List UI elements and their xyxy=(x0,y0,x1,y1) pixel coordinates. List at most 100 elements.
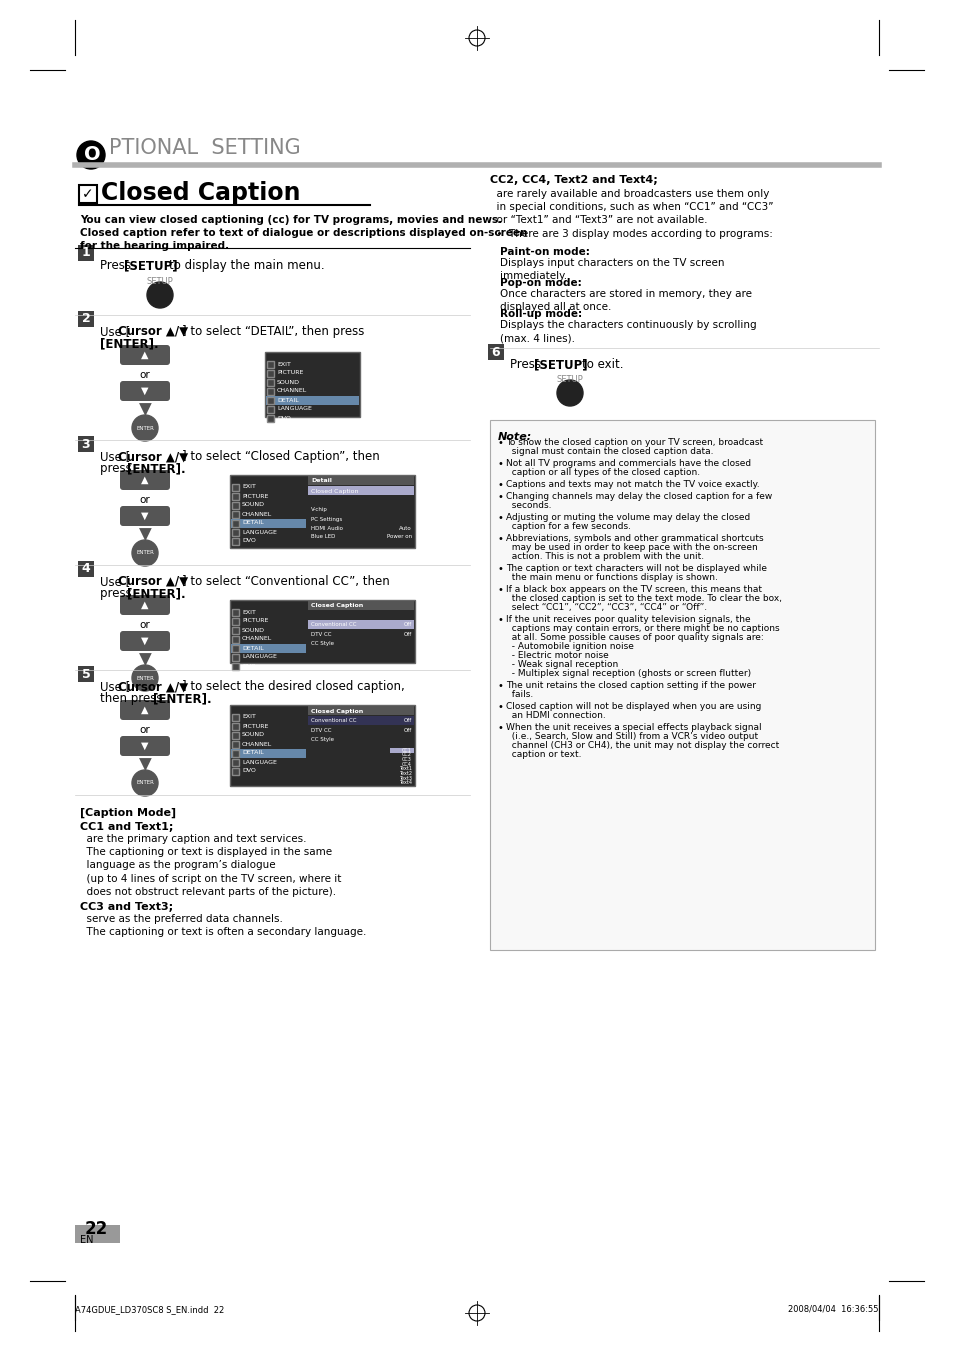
Text: Conventional CC: Conventional CC xyxy=(311,719,356,724)
Text: ] to select “Conventional CC”, then: ] to select “Conventional CC”, then xyxy=(182,576,390,588)
Text: an HDMI connection.: an HDMI connection. xyxy=(505,711,605,720)
Text: PC Settings: PC Settings xyxy=(311,516,342,521)
Text: Power on: Power on xyxy=(387,535,412,539)
Text: ▼: ▼ xyxy=(138,526,152,544)
Text: EN: EN xyxy=(80,1235,93,1246)
Text: Text1: Text1 xyxy=(398,766,412,771)
Text: DETAIL: DETAIL xyxy=(276,397,298,403)
Text: •: • xyxy=(497,438,503,449)
Text: •: • xyxy=(497,513,503,523)
FancyBboxPatch shape xyxy=(232,627,239,634)
Text: To show the closed caption on your TV screen, broadcast: To show the closed caption on your TV sc… xyxy=(505,438,762,447)
Text: CC1 and Text1;: CC1 and Text1; xyxy=(80,821,173,832)
Text: caption for a few seconds.: caption for a few seconds. xyxy=(505,521,630,531)
Text: SOUND: SOUND xyxy=(242,627,265,632)
Text: Off: Off xyxy=(403,631,412,636)
Text: ▲: ▲ xyxy=(141,600,149,611)
Text: LANGUAGE: LANGUAGE xyxy=(242,759,276,765)
Text: ENTER: ENTER xyxy=(136,676,153,681)
Text: ▼: ▼ xyxy=(141,740,149,751)
Text: fails.: fails. xyxy=(505,690,533,698)
Text: DETAIL: DETAIL xyxy=(242,751,263,755)
Text: [ENTER].: [ENTER]. xyxy=(100,336,158,350)
Text: DVO: DVO xyxy=(276,416,291,420)
FancyBboxPatch shape xyxy=(78,245,94,261)
Text: ] to select “DETAIL”, then press: ] to select “DETAIL”, then press xyxy=(182,326,364,338)
Text: Text4: Text4 xyxy=(398,781,412,785)
Text: (i.e., Search, Slow and Still) from a VCR’s video output: (i.e., Search, Slow and Still) from a VC… xyxy=(505,732,758,740)
Text: EXIT: EXIT xyxy=(242,715,255,720)
Circle shape xyxy=(77,141,105,169)
Text: DTV CC: DTV CC xyxy=(311,727,331,732)
Text: ▼: ▼ xyxy=(141,636,149,646)
Text: 6: 6 xyxy=(491,346,499,358)
FancyBboxPatch shape xyxy=(232,767,239,775)
Text: CC2: CC2 xyxy=(402,753,412,757)
Text: may be used in order to keep pace with the on-screen: may be used in order to keep pace with t… xyxy=(505,543,757,553)
Text: or: or xyxy=(139,370,151,380)
Text: 22: 22 xyxy=(85,1220,108,1238)
Text: PICTURE: PICTURE xyxy=(276,370,303,376)
Text: are the primary caption and text services.
  The captioning or text is displayed: are the primary caption and text service… xyxy=(80,834,341,897)
FancyBboxPatch shape xyxy=(78,436,94,453)
Text: Text2: Text2 xyxy=(398,771,412,775)
FancyBboxPatch shape xyxy=(230,600,415,663)
Text: HDMI Audio: HDMI Audio xyxy=(311,526,343,531)
Text: ENTER: ENTER xyxy=(136,426,153,431)
Text: CHANNEL: CHANNEL xyxy=(276,389,307,393)
Text: the main menu or functions display is shown.: the main menu or functions display is sh… xyxy=(505,573,717,582)
FancyBboxPatch shape xyxy=(231,644,306,653)
Text: ▼: ▼ xyxy=(141,511,149,521)
Text: CHANNEL: CHANNEL xyxy=(242,636,272,642)
Text: caption or text.: caption or text. xyxy=(505,750,581,759)
Text: SETUP: SETUP xyxy=(147,277,173,286)
FancyBboxPatch shape xyxy=(78,311,94,327)
FancyBboxPatch shape xyxy=(120,381,170,401)
Text: Off: Off xyxy=(403,623,412,627)
FancyBboxPatch shape xyxy=(120,631,170,651)
FancyBboxPatch shape xyxy=(308,476,414,485)
Text: •: • xyxy=(497,723,503,734)
FancyBboxPatch shape xyxy=(120,470,170,490)
Text: Closed Caption: Closed Caption xyxy=(311,489,358,493)
Text: 2008/04/04  16:36:55: 2008/04/04 16:36:55 xyxy=(788,1305,878,1315)
Circle shape xyxy=(147,282,172,308)
FancyBboxPatch shape xyxy=(232,484,239,490)
Text: Press: Press xyxy=(510,358,544,372)
FancyBboxPatch shape xyxy=(120,594,170,615)
Text: PICTURE: PICTURE xyxy=(242,493,268,499)
Text: ] to select the desired closed caption,: ] to select the desired closed caption, xyxy=(182,680,404,693)
Text: Closed Caption: Closed Caption xyxy=(101,181,300,205)
Text: Captions and texts may not match the TV voice exactly.: Captions and texts may not match the TV … xyxy=(505,480,759,489)
Text: [SETUP]: [SETUP] xyxy=(124,259,177,272)
Text: Once characters are stored in memory, they are
displayed all at once.: Once characters are stored in memory, th… xyxy=(499,289,751,312)
Text: - Electric motor noise: - Electric motor noise xyxy=(505,651,608,661)
FancyBboxPatch shape xyxy=(232,503,239,509)
Text: 3: 3 xyxy=(82,438,91,450)
Text: Cursor ▲/▼: Cursor ▲/▼ xyxy=(118,450,188,463)
Text: Detail: Detail xyxy=(311,478,332,484)
Text: CC1: CC1 xyxy=(402,747,412,753)
Text: ▲: ▲ xyxy=(141,705,149,715)
Text: ▼: ▼ xyxy=(138,401,152,419)
Text: If the unit receives poor quality television signals, the: If the unit receives poor quality televi… xyxy=(505,615,750,624)
Text: Press: Press xyxy=(100,259,134,272)
Text: CC2, CC4, Text2 and Text4;: CC2, CC4, Text2 and Text4; xyxy=(490,176,657,185)
Text: ▲: ▲ xyxy=(141,350,149,359)
Text: ] to select “Closed Caption”, then: ] to select “Closed Caption”, then xyxy=(182,450,379,463)
FancyBboxPatch shape xyxy=(267,415,274,422)
FancyBboxPatch shape xyxy=(120,736,170,757)
Text: to display the main menu.: to display the main menu. xyxy=(169,259,324,272)
Text: then press: then press xyxy=(100,692,166,705)
Text: CC Style: CC Style xyxy=(311,640,334,646)
Text: •: • xyxy=(497,563,503,574)
Text: ▼: ▼ xyxy=(141,386,149,396)
FancyBboxPatch shape xyxy=(75,1225,120,1243)
Text: at all. Some possible causes of poor quality signals are:: at all. Some possible causes of poor qua… xyxy=(505,634,763,642)
Text: DETAIL: DETAIL xyxy=(242,646,263,650)
Text: - Multiplex signal reception (ghosts or screen flutter): - Multiplex signal reception (ghosts or … xyxy=(505,669,750,678)
Text: •: • xyxy=(497,703,503,712)
Text: or: or xyxy=(139,620,151,630)
Circle shape xyxy=(132,770,158,796)
Text: SOUND: SOUND xyxy=(276,380,299,385)
